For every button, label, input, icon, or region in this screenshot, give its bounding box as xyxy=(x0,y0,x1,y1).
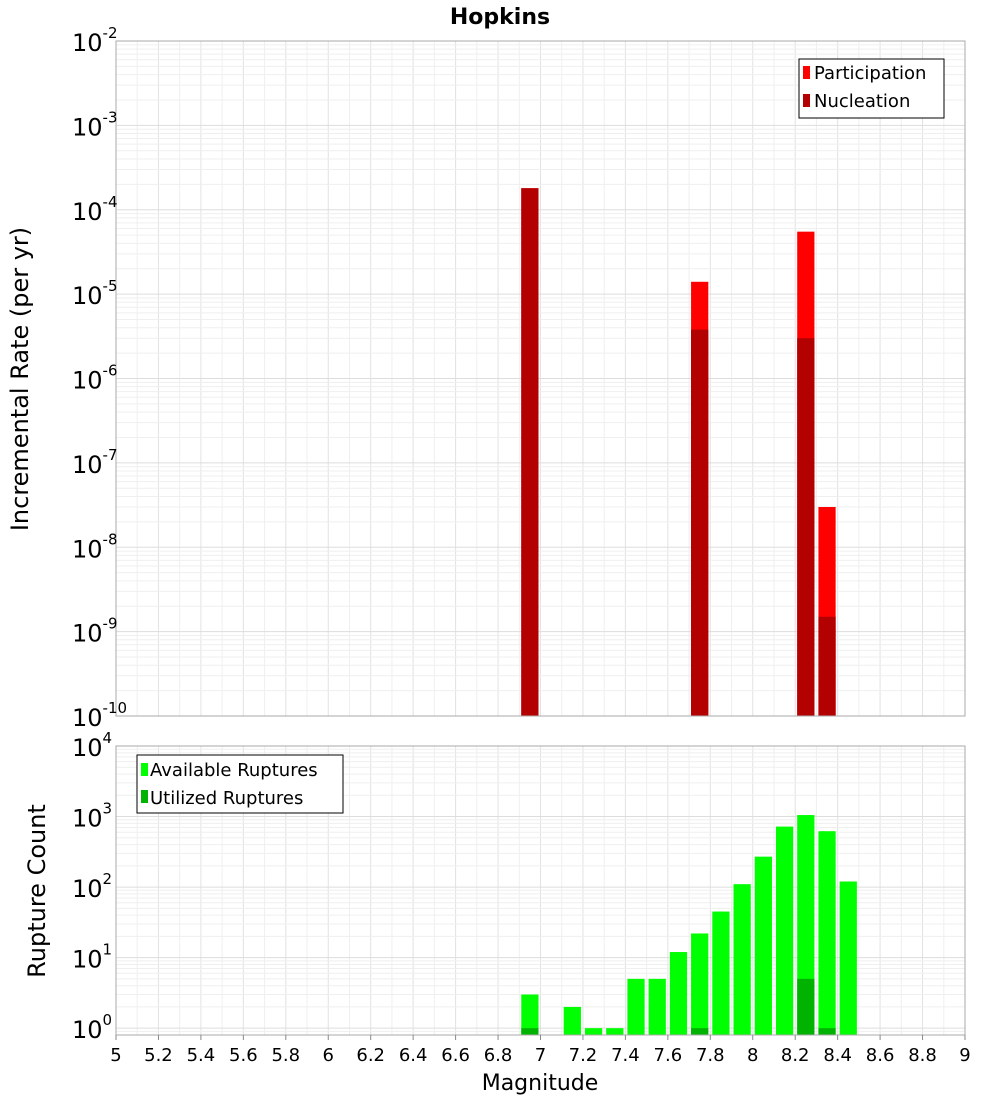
count-y-tick-label: 104 xyxy=(72,729,112,762)
legend-label-available: Available Ruptures xyxy=(150,760,318,781)
x-tick-label: 6.2 xyxy=(356,1045,385,1066)
x-axis-ticks: 5 5.2 5.4 5.6 5.8 6 6.2 6.4 6.6 6.8 7 7.2 7.4 7.6 7.8 8… xyxy=(110,1035,971,1066)
x-tick-label: 6.4 xyxy=(399,1045,428,1066)
x-axis-label: Magnitude xyxy=(482,1071,599,1096)
count-y-tick-label: 102 xyxy=(72,870,112,903)
rate-y-axis-label: Incremental Rate (per yr) xyxy=(6,227,34,531)
available-ruptures-bar xyxy=(839,881,857,1035)
utilized-ruptures-bar xyxy=(691,1028,709,1035)
x-tick-label: 6.8 xyxy=(484,1045,513,1066)
rate-y-tick-label: 10-8 xyxy=(72,530,118,563)
rate-y-tick-label: 10-5 xyxy=(72,277,118,310)
rate-y-tick-label: 10-9 xyxy=(72,615,118,648)
utilized-ruptures-bar xyxy=(521,1028,539,1035)
rate-y-tick-label: 10-7 xyxy=(72,446,118,479)
available-ruptures-bar xyxy=(818,831,836,1035)
x-tick-label: 8.6 xyxy=(866,1045,895,1066)
x-tick-label: 8.4 xyxy=(823,1045,852,1066)
available-ruptures-bar xyxy=(775,826,794,1035)
utilized-ruptures-bar xyxy=(818,1028,836,1035)
count-y-tick-label: 103 xyxy=(72,800,112,833)
x-tick-label: 7.4 xyxy=(611,1045,640,1066)
available-ruptures-bar xyxy=(712,911,730,1035)
available-ruptures-bar xyxy=(691,933,709,1035)
utilized-ruptures-bar xyxy=(797,978,815,1035)
x-tick-label: 6.6 xyxy=(441,1045,470,1066)
rate-legend: Participation Nucleation xyxy=(798,58,945,119)
x-tick-label: 8.8 xyxy=(908,1045,937,1066)
nucleation-bar xyxy=(521,188,539,717)
legend-label-participation: Participation xyxy=(814,63,926,84)
available-ruptures-bar xyxy=(733,884,751,1035)
x-tick-label: 7.2 xyxy=(569,1045,598,1066)
available-ruptures-bar xyxy=(669,952,688,1035)
nucleation-bar xyxy=(797,338,815,716)
available-ruptures-bar xyxy=(563,1006,581,1035)
available-ruptures-bar xyxy=(521,994,539,1035)
chart-title: Hopkins xyxy=(450,5,550,30)
rate-legend-box xyxy=(798,58,945,119)
rate-y-tick-label: 10-3 xyxy=(72,108,118,141)
rate-y-tick-label: 10-6 xyxy=(72,362,118,395)
rate-grid xyxy=(115,40,966,717)
rate-y-ticks: 10-10 10-9 10-8 10-7 10-6 10-5 10-4 10-3 10-2 xyxy=(72,24,127,732)
legend-label-nucleation: Nucleation xyxy=(814,91,910,112)
rate-panel: 10-10 10-9 10-8 10-7 10-6 10-5 10-4 10-3 10-2 In… xyxy=(6,24,966,732)
legend-swatch-available xyxy=(141,763,148,776)
x-tick-label: 5 xyxy=(110,1045,121,1066)
count-bars xyxy=(521,815,857,1035)
x-tick-label: 7 xyxy=(535,1045,546,1066)
legend-swatch-utilized xyxy=(141,790,148,803)
count-y-ticks: 100 101 102 103 104 xyxy=(72,729,112,1044)
x-tick-label: 5.6 xyxy=(229,1045,258,1066)
count-y-axis-label: Rupture Count xyxy=(23,804,51,978)
available-ruptures-bar xyxy=(754,856,772,1035)
count-legend: Available Ruptures Utilized Ruptures xyxy=(136,754,344,814)
available-ruptures-bar xyxy=(606,1028,624,1035)
available-ruptures-bar xyxy=(584,1028,603,1035)
nucleation-bar xyxy=(818,616,836,716)
count-legend-box xyxy=(136,754,344,814)
x-tick-label: 6 xyxy=(323,1045,334,1066)
rate-plot-frame xyxy=(115,40,966,717)
nucleation-bar xyxy=(691,329,709,716)
legend-swatch-participation xyxy=(803,66,810,79)
x-tick-label: 8 xyxy=(747,1045,758,1066)
rate-y-tick-label: 10-10 xyxy=(72,699,127,732)
x-tick-label: 8.2 xyxy=(781,1045,810,1066)
x-tick-label: 7.6 xyxy=(654,1045,683,1066)
x-tick-label: 5.2 xyxy=(144,1045,173,1066)
x-tick-label: 5.8 xyxy=(271,1045,300,1066)
x-tick-label: 9 xyxy=(959,1045,970,1066)
legend-label-utilized: Utilized Ruptures xyxy=(150,788,303,809)
available-ruptures-bar xyxy=(627,978,645,1035)
rate-y-tick-label: 10-4 xyxy=(72,193,118,226)
count-y-tick-label: 100 xyxy=(72,1011,112,1044)
legend-swatch-nucleation xyxy=(803,94,810,107)
available-ruptures-bar xyxy=(648,978,666,1035)
rate-bars xyxy=(521,188,836,717)
count-y-tick-label: 101 xyxy=(72,941,112,974)
rate-y-tick-label: 10-2 xyxy=(72,24,118,57)
x-tick-label: 7.8 xyxy=(696,1045,725,1066)
x-tick-label: 5.4 xyxy=(187,1045,216,1066)
count-panel: 100 101 102 103 104 5 5.2 5.4 5.6 5.8 6 6.2 6.4 6.6 6… xyxy=(23,729,971,1096)
